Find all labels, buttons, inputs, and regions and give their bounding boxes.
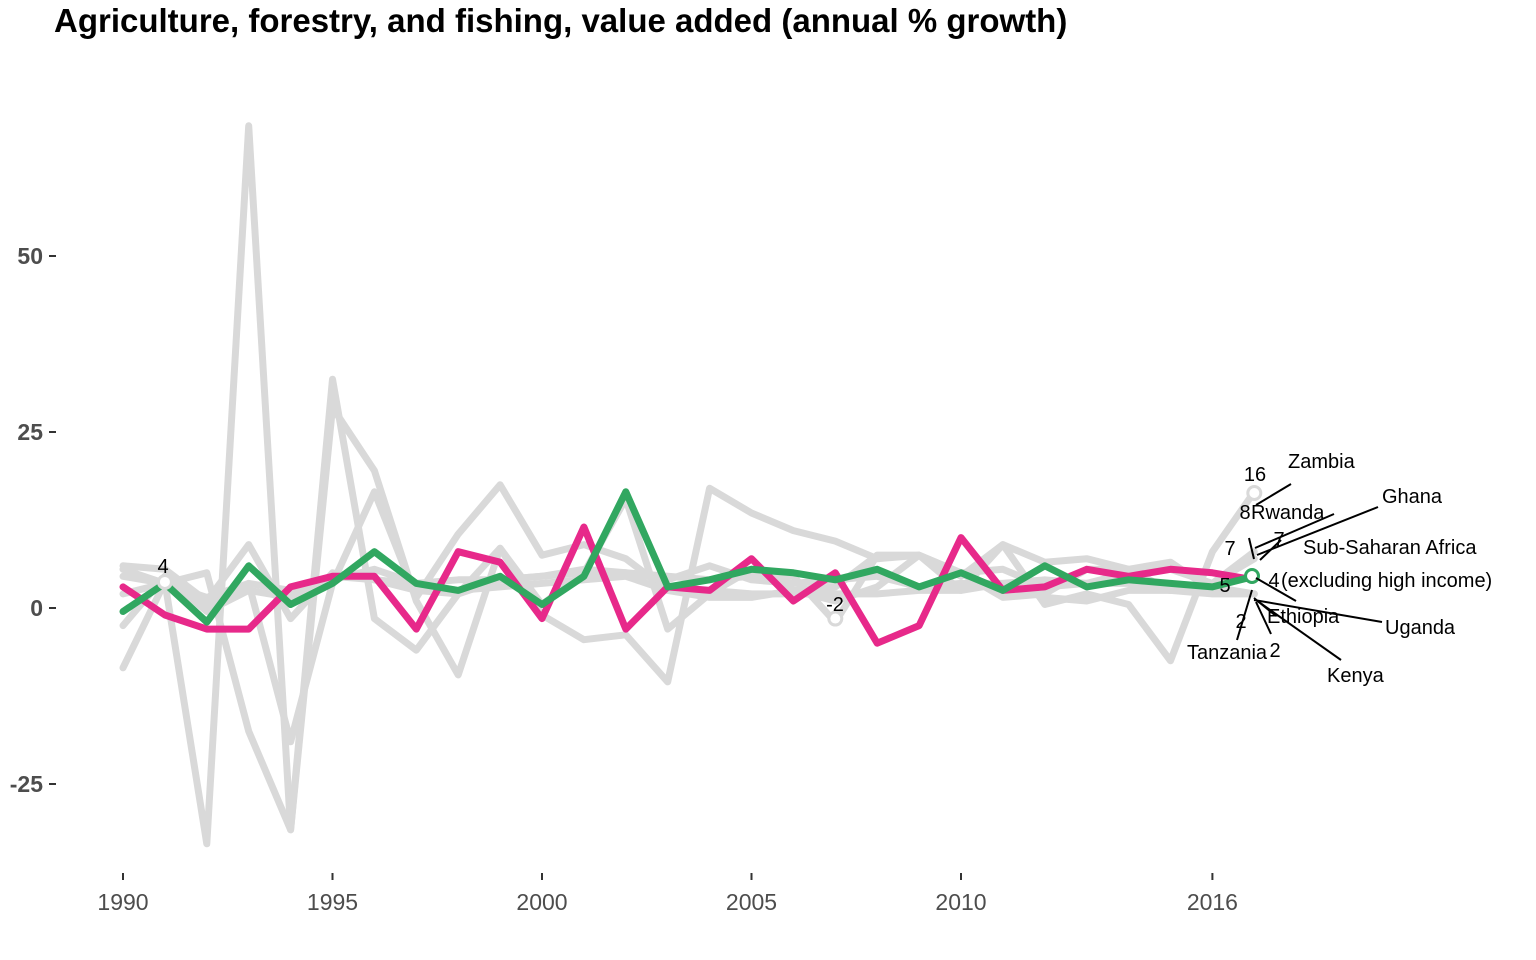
country-label-ghana: Ghana [1382, 486, 1443, 508]
y-tick-label: 50 [17, 243, 43, 269]
country-label-zambia: Zambia [1288, 451, 1356, 473]
region-label-excluding-high-income: (excluding high income) [1281, 570, 1492, 592]
x-axis: 1990 1995 2000 2005 2010 2016 [97, 873, 1238, 915]
leader-line [1253, 597, 1277, 617]
series-layer [119, 122, 1258, 848]
country-label-uganda: Uganda [1385, 617, 1456, 639]
leader-line [1255, 577, 1297, 602]
x-tick-label: 2010 [935, 889, 986, 915]
value-label: 4 [157, 556, 168, 578]
leader-line [1255, 483, 1292, 506]
value-label: 4 [1268, 570, 1279, 592]
point-marker [156, 573, 173, 590]
leader-line [1256, 506, 1379, 556]
leader-line [1255, 601, 1272, 635]
value-label: 16 [1244, 464, 1266, 486]
value-label: 7 [1273, 529, 1284, 551]
country-label-tanzania: Tanzania [1187, 642, 1268, 664]
leader-line [1254, 513, 1335, 549]
x-tick-label: 2000 [516, 889, 567, 915]
x-tick-label: 1990 [97, 889, 148, 915]
y-tick-label: 0 [30, 595, 43, 621]
point-marker [1246, 485, 1263, 501]
y-tick-label: -25 [10, 771, 43, 797]
point-marker [1244, 568, 1260, 584]
value-label: 2 [1269, 640, 1280, 662]
value-label: -2 [826, 594, 844, 616]
leader-line [1248, 537, 1255, 560]
y-tick-label: 25 [17, 419, 43, 445]
region-label-sub-saharan-africa: Sub-Saharan Africa [1303, 537, 1477, 559]
y-axis: 50 25 0 -25 [10, 243, 56, 797]
x-tick-label: 1995 [307, 889, 358, 915]
x-tick-label: 2005 [726, 889, 777, 915]
leader-line [1259, 539, 1282, 561]
value-label: 8 [1239, 502, 1250, 524]
country-label-kenya: Kenya [1327, 665, 1385, 687]
value-label: 2 [1235, 611, 1246, 633]
leader-line [1253, 599, 1383, 623]
value-label: 5 [1219, 575, 1230, 597]
series-line-sub-saharan-africa-excluding-high-income [119, 488, 1258, 626]
country-label-rwanda: Rwanda [1251, 502, 1325, 524]
point-marker [827, 610, 844, 627]
chart-title: Agriculture, forestry, and fishing, valu… [54, 2, 1068, 39]
value-label: 7 [1224, 538, 1235, 560]
country-label-ethiopia: Ethiopia [1267, 606, 1340, 628]
leader-line [1236, 589, 1253, 641]
x-tick-label: 2016 [1187, 889, 1238, 915]
